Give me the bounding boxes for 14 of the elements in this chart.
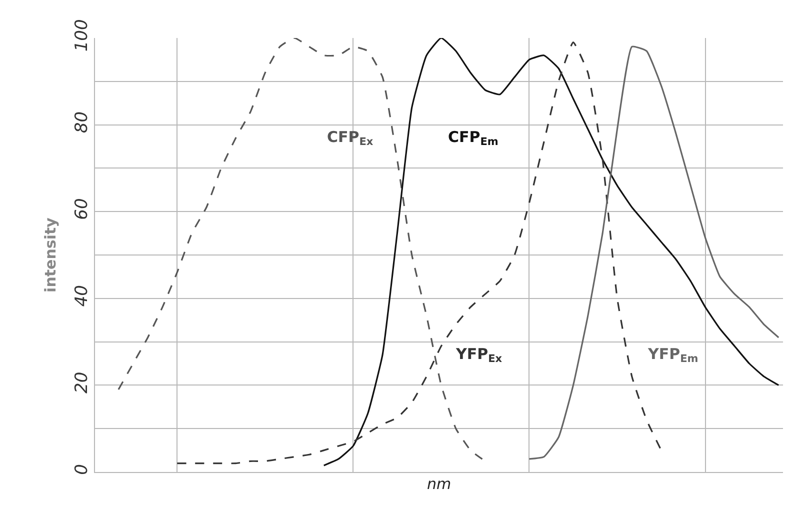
y-tick-label: 20 xyxy=(72,372,92,394)
series-label: CFP$_{Ex}$ xyxy=(327,128,374,148)
text: CFP$_{Em}$ xyxy=(448,128,498,148)
y-tick-label: 40 xyxy=(72,285,92,307)
text: YFP$_{Em}$ xyxy=(647,345,698,366)
y-tick-label: 100 xyxy=(72,19,92,52)
y-tick-label: 80 xyxy=(72,111,92,134)
series-label: YFP$_{Ex}$ xyxy=(455,345,502,366)
line-series xyxy=(323,38,780,466)
y-tick-label: 0 xyxy=(72,464,92,475)
line-series xyxy=(528,46,780,460)
x-axis-title: nm xyxy=(426,475,452,493)
y-axis-title: intensity xyxy=(41,217,60,292)
y-tick-label: 60 xyxy=(72,198,92,220)
